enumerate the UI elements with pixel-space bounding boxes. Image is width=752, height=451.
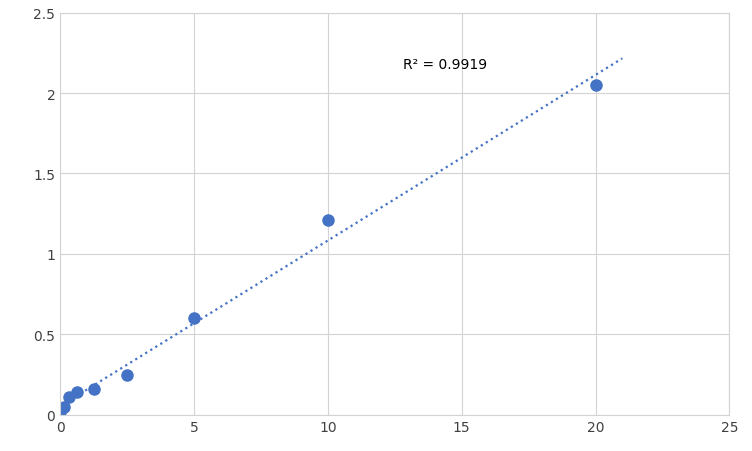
Point xyxy=(322,217,334,224)
Point xyxy=(188,315,200,322)
Point xyxy=(87,386,99,393)
Point xyxy=(54,408,66,415)
Point xyxy=(71,389,83,396)
Point xyxy=(59,403,71,410)
Point xyxy=(121,371,133,378)
Point xyxy=(590,82,602,89)
Point xyxy=(62,394,74,401)
Text: R² = 0.9919: R² = 0.9919 xyxy=(403,58,487,72)
